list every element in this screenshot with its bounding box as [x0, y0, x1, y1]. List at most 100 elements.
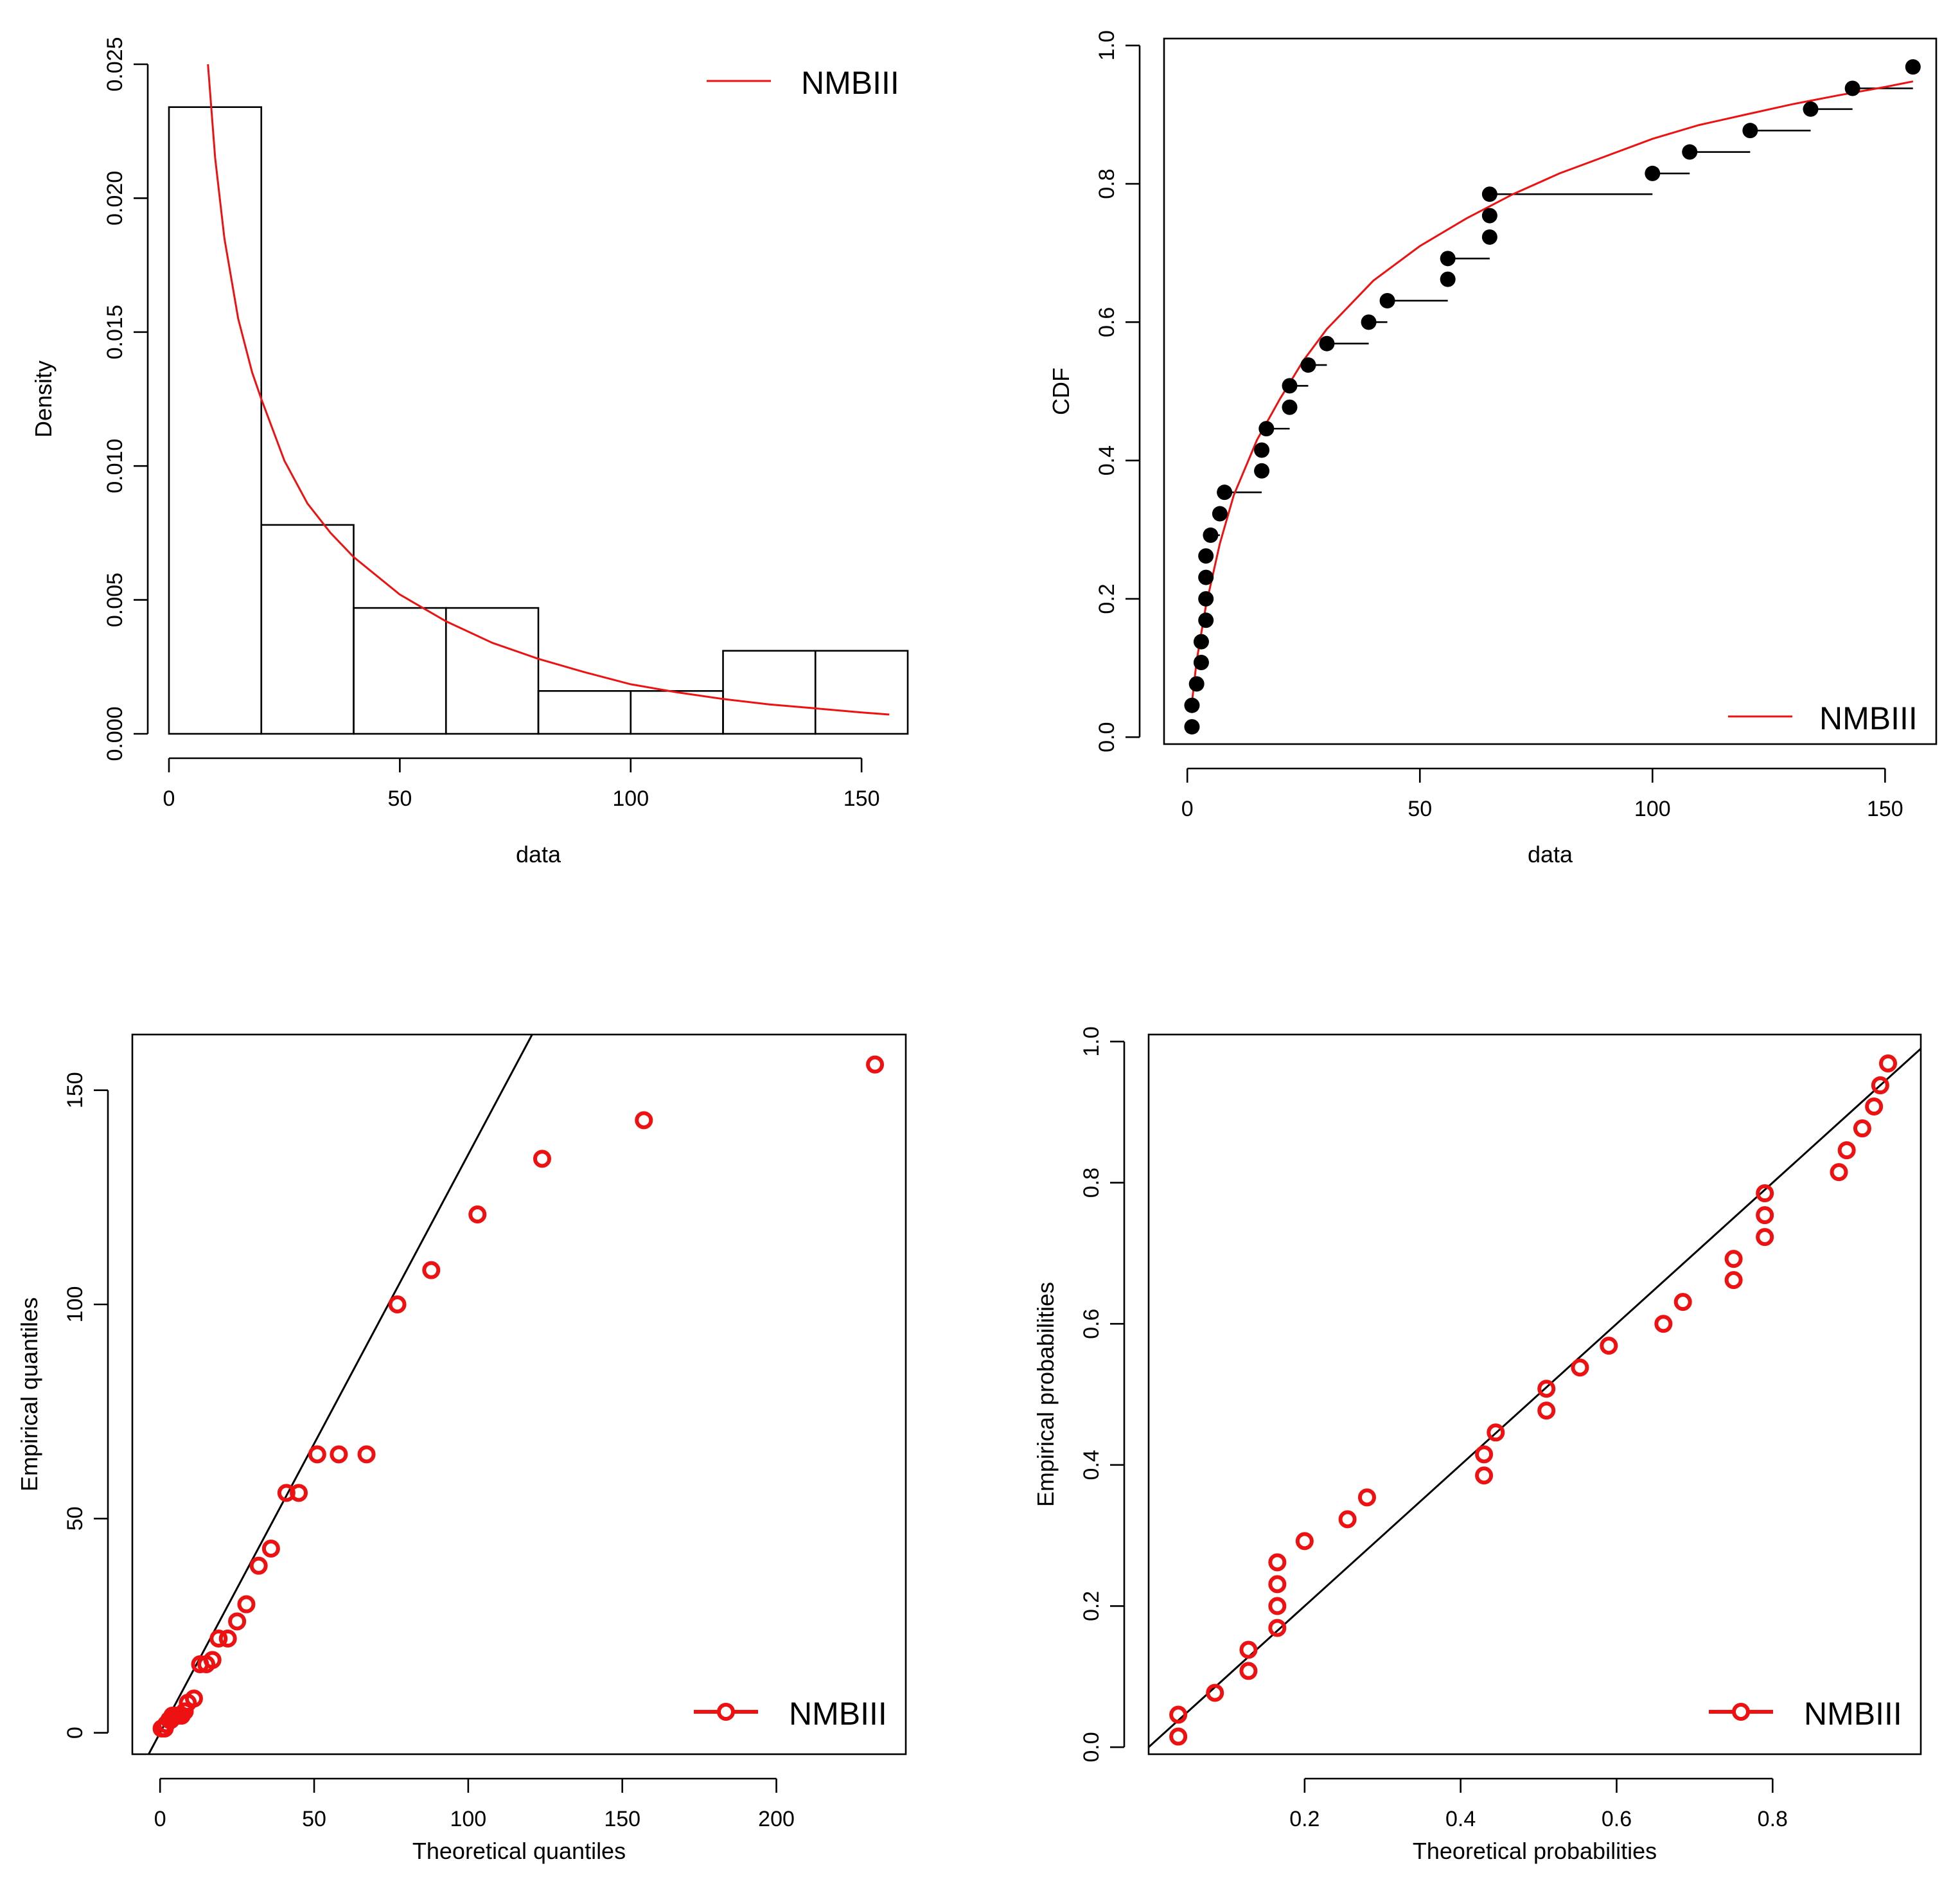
qq-point: [249, 1556, 268, 1575]
pp-point: [1475, 1445, 1494, 1464]
ecdf-point: [1645, 165, 1661, 181]
pp-panel: 0.2 0.4 0.6 0.8 0.0 0.2 0.4 0.6 0.8 1.0 Theoretica…: [1032, 1026, 1922, 1864]
histogram-bar: [445, 607, 540, 735]
qq-point: [237, 1595, 256, 1613]
x-tick-label: 50: [1408, 797, 1432, 821]
pp-point: [1239, 1640, 1258, 1659]
x-tick-label: 0.4: [1445, 1807, 1476, 1831]
ecdf-point: [1481, 229, 1497, 245]
x-tick-label: 0.2: [1289, 1807, 1320, 1831]
pp-point: [1268, 1553, 1287, 1572]
pp-point: [1673, 1293, 1692, 1311]
x-axis-label: Theoretical probabilities: [1413, 1838, 1657, 1864]
ecdf-point: [1198, 612, 1214, 628]
y-tick-label: 0.8: [1095, 168, 1119, 199]
x-tick-label: 50: [302, 1807, 326, 1831]
pp-point: [1879, 1054, 1898, 1073]
x-tick-label: 100: [1634, 797, 1671, 821]
y-axis-label: Empirical probabilities: [1032, 1282, 1059, 1507]
pp-point: [1830, 1163, 1848, 1182]
y-tick-label: 0: [63, 1727, 87, 1739]
ecdf-point: [1803, 101, 1819, 117]
histogram-bar: [537, 690, 632, 735]
ecdf-point: [1844, 80, 1860, 96]
legend: NMBIII: [1709, 1696, 1902, 1732]
plot-frame: [1147, 1033, 1922, 1755]
qq-point: [866, 1055, 885, 1074]
fit-density-curve: [207, 64, 890, 716]
ecdf-point: [1254, 463, 1270, 479]
legend: NMBIII: [707, 65, 899, 101]
ecdf-point: [1440, 251, 1456, 267]
y-tick-label: 0.2: [1095, 583, 1119, 614]
qq-point: [184, 1689, 203, 1708]
pp-point: [1169, 1727, 1188, 1746]
y-tick-label: 1.0: [1095, 30, 1119, 60]
pp-point: [1537, 1401, 1556, 1420]
x-tick-label: 0.6: [1602, 1807, 1632, 1831]
pp-point: [1654, 1315, 1673, 1333]
pp-point: [1756, 1184, 1774, 1203]
y-tick-label: 0.0: [1095, 722, 1119, 752]
qq-panel: 0 50 100 150 200 0 50 100 150 Theoretical quantil…: [16, 1033, 907, 1864]
y-tick-label: 0.010: [103, 439, 127, 493]
legend-marker-swatch: [1732, 1703, 1750, 1721]
plot-frame: [131, 1033, 907, 1755]
ecdf-point: [1379, 292, 1395, 308]
ecdf-point: [1742, 123, 1758, 139]
pp-point: [1295, 1532, 1314, 1551]
x-tick-label: 150: [843, 787, 880, 811]
pp-point: [1239, 1662, 1258, 1680]
histogram-bar: [353, 607, 447, 735]
y-tick-label: 0.4: [1079, 1450, 1104, 1480]
y-tick-label: 50: [63, 1506, 87, 1531]
pp-reference-line: [1149, 1047, 1921, 1748]
ecdf-point: [1203, 527, 1219, 543]
qq-point: [388, 1295, 407, 1313]
pp-point: [1571, 1358, 1589, 1377]
qq-reference-line: [147, 1035, 534, 1754]
pp-point: [1357, 1488, 1376, 1507]
pp-point: [1600, 1337, 1618, 1355]
y-tick-label: 0.020: [103, 171, 127, 226]
fit-cdf-curve: [1190, 80, 1914, 703]
qq-point: [330, 1445, 348, 1464]
y-tick-label: 0.8: [1079, 1168, 1104, 1198]
ecdf-point: [1254, 442, 1270, 458]
pp-point: [1537, 1380, 1556, 1398]
ecdf-point: [1258, 421, 1275, 437]
qq-point: [175, 1702, 194, 1721]
y-axis-label: Density: [30, 360, 57, 438]
legend-entry: NMBIII: [1804, 1696, 1902, 1732]
pp-point: [1206, 1684, 1224, 1702]
legend-entry: NMBIII: [1819, 700, 1918, 736]
pp-point: [1487, 1423, 1505, 1442]
ecdf-point: [1361, 314, 1377, 330]
y-tick-label: 150: [63, 1072, 87, 1108]
qq-point: [468, 1205, 487, 1223]
x-tick-label: 100: [612, 787, 649, 811]
x-tick-label: 0: [163, 787, 175, 811]
qq-point: [422, 1261, 441, 1279]
pp-point: [1756, 1206, 1774, 1225]
ecdf-point: [1198, 591, 1214, 607]
x-tick-label: 100: [450, 1807, 486, 1831]
y-tick-label: 0.000: [103, 706, 127, 761]
pp-point: [1268, 1597, 1287, 1615]
ecdf-point: [1217, 484, 1233, 501]
histogram-bar: [260, 524, 355, 735]
pp-point: [1268, 1575, 1287, 1594]
qq-point: [261, 1540, 280, 1558]
pp-point: [1871, 1076, 1889, 1095]
x-tick-label: 50: [387, 787, 412, 811]
pp-point: [1756, 1228, 1774, 1247]
ecdf-point: [1184, 719, 1200, 735]
ecdf-point: [1282, 378, 1298, 394]
histogram-bar: [814, 650, 909, 735]
qq-point: [308, 1445, 326, 1464]
x-axis-label: data: [516, 841, 561, 867]
x-tick-label: 200: [758, 1807, 795, 1831]
y-tick-label: 0.6: [1079, 1309, 1104, 1339]
ecdf-point: [1184, 697, 1200, 713]
histogram-bar: [168, 106, 263, 735]
